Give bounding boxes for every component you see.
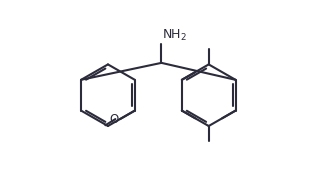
Text: O: O <box>109 113 119 126</box>
Text: NH$_2$: NH$_2$ <box>162 28 187 43</box>
